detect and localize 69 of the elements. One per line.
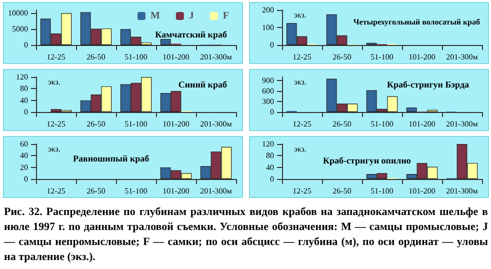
- x-tick-label: 51-100: [370, 52, 394, 62]
- y-tick-label: 0: [270, 108, 274, 116]
- legend-label: F: [222, 10, 229, 22]
- y-tick-label: 0: [24, 108, 28, 116]
- y-tick-label: 120: [16, 72, 28, 82]
- y-tick-label: 0: [24, 40, 28, 50]
- x-tick-label: 101-200: [162, 186, 190, 196]
- y-tick-label: 80: [266, 151, 274, 160]
- y-tick-label: 60: [20, 140, 28, 148]
- x-tick-label: 101-200: [408, 186, 436, 196]
- x-tick-label: 26-50: [332, 186, 352, 196]
- text: Камчатский краб: [155, 30, 228, 40]
- x-tick-label: 26-50: [86, 186, 106, 196]
- y-axis-title: экз.: [294, 78, 306, 86]
- text: Рис. 32. Распределение по глубинам различных видов крабов на западнокамчатском шельфе в июле 1997 г. по данным траловой съемки. Условные обозначения: M — самцы промысловые; J — самцы непромысловые; F — самки; по оси абсцисс — глубина (м), по оси ординат — уловы на траление (экз.).: [4, 205, 488, 265]
- x-tick-label: 51-100: [370, 186, 394, 196]
- x-tick-label: 101-200: [162, 52, 190, 62]
- x-tick-label: 12-25: [46, 52, 66, 62]
- x-tick-label: 26-50: [332, 120, 352, 128]
- x-tick-label: 51-100: [370, 120, 394, 128]
- y-tick-label: 40: [20, 96, 28, 105]
- x-tick-label: 201-300м: [446, 120, 478, 128]
- bar: [406, 107, 417, 112]
- y-tick-label: 200: [262, 6, 274, 14]
- x-tick-label: 26-50: [86, 52, 106, 62]
- x-tick-label: 201-300м: [200, 186, 232, 196]
- chart-title: Краб-стригун Бэрда: [386, 80, 470, 90]
- x-tick-label: 201-300м: [446, 186, 478, 196]
- y-tick-label: 100: [262, 23, 274, 32]
- text: Равношипый краб: [73, 154, 150, 164]
- x-tick-label: 201-300м: [200, 52, 232, 62]
- x-tick-label: 51-100: [124, 52, 148, 62]
- x-tick-label: 201-300м: [446, 52, 478, 62]
- x-tick-label: 51-100: [124, 186, 148, 196]
- x-tick-label: 12-25: [46, 186, 66, 196]
- chart-title: Синий краб: [178, 80, 228, 90]
- y-axis-title: экз.: [294, 10, 306, 20]
- y-axis-title: экз.: [48, 78, 60, 86]
- y-tick-label: 0: [270, 40, 274, 50]
- y-tick-label: 5000: [12, 24, 28, 34]
- x-tick-label: 12-25: [292, 52, 312, 62]
- y-tick-label: 40: [20, 151, 28, 160]
- legend-label: M: [150, 10, 160, 22]
- y-tick-label: 0: [24, 174, 28, 184]
- x-tick-label: 12-25: [46, 120, 66, 128]
- y-tick-label: 300: [262, 97, 274, 106]
- x-tick-label: 12-25: [292, 186, 312, 196]
- y-axis-title: экз.: [294, 144, 306, 154]
- x-tick-label: 201-300м: [200, 120, 232, 128]
- text: Краб-стригун опилио: [323, 156, 412, 166]
- y-tick-label: 120: [262, 140, 274, 148]
- y-axis-title: экз.: [48, 144, 60, 154]
- x-tick-label: 101-200: [162, 120, 190, 128]
- text: Четырехугольный волосатый краб: [353, 18, 480, 26]
- y-tick-label: 80: [20, 84, 28, 94]
- bar: [160, 38, 171, 45]
- y-tick-label: 0: [270, 174, 274, 184]
- y-tick-label: 900: [262, 76, 274, 85]
- x-tick-label: 12-25: [292, 120, 312, 128]
- x-tick-label: 26-50: [86, 120, 106, 128]
- legend-label: J: [188, 10, 194, 22]
- y-tick-label: 40: [266, 162, 274, 172]
- x-tick-label: 101-200: [408, 120, 436, 128]
- x-tick-label: 101-200: [408, 52, 436, 62]
- y-tick-label: 20: [20, 162, 28, 172]
- x-tick-label: 26-50: [332, 52, 352, 62]
- y-tick-label: 10000: [8, 8, 28, 18]
- y-tick-label: 600: [262, 86, 274, 96]
- x-tick-label: 51-100: [124, 120, 148, 128]
